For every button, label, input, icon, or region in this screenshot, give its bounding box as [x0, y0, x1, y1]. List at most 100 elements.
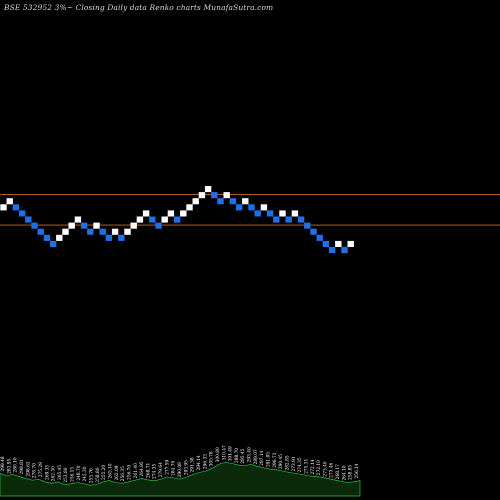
volume-label: 269.35 — [45, 465, 50, 480]
renko-brick-down — [118, 234, 125, 241]
volume-label: 273.40 — [323, 461, 328, 476]
renko-brick-up — [6, 198, 13, 205]
renko-brick-down — [99, 228, 106, 235]
chart-caption: BSE 532952 3%~ Closing Daily data Renko … — [4, 3, 274, 12]
volume-label: 310.47 — [222, 445, 227, 460]
volume-label: 274.35 — [153, 464, 158, 479]
renko-brick-down — [229, 198, 237, 205]
renko-brick-down — [217, 198, 224, 205]
volume-label: 297.14 — [260, 450, 265, 465]
volume-label: 268.17 — [336, 464, 341, 479]
renko-brick-up — [279, 210, 286, 217]
renko-brick-up — [74, 216, 82, 223]
renko-brick-up — [130, 222, 137, 229]
renko-brick-down — [285, 216, 292, 223]
volume-label: 296.73 — [273, 452, 278, 467]
renko-brick-down — [211, 192, 218, 199]
renko-brick-down — [316, 234, 323, 241]
renko-brick-down — [43, 234, 51, 241]
renko-brick-down — [49, 240, 57, 247]
volume-label: 256.14 — [355, 463, 360, 478]
volume-label: 291.85 — [267, 452, 272, 467]
volume-label: 248.70 — [77, 465, 82, 480]
volume-label: 256.70 — [127, 465, 132, 480]
volume-area-path — [0, 461, 361, 497]
volume-label: 264.10 — [342, 465, 347, 480]
renko-brick-down — [235, 204, 243, 211]
volume-label: 272.14 — [311, 459, 316, 474]
volume-label: 279.64 — [159, 462, 164, 477]
renko-brick-up — [335, 240, 342, 247]
renko-brick-up — [204, 186, 212, 193]
volume-label: 256.35 — [121, 466, 126, 481]
renko-brick-up — [291, 210, 299, 217]
renko-brick-up — [0, 204, 7, 211]
volume-label: 256.15 — [71, 467, 76, 482]
volume-label: 290.08 — [178, 462, 183, 477]
renko-brick-down — [328, 247, 336, 254]
volume-label: 275.29 — [39, 462, 44, 477]
volume-label: 262.30 — [52, 466, 57, 481]
volume-label: 265.45 — [58, 465, 63, 480]
volume-label: 265.10 — [108, 463, 113, 478]
renko-brick-up — [198, 192, 206, 199]
volume-label: 258.80 — [96, 467, 101, 482]
volume-label: 291.38 — [191, 457, 196, 472]
renko-brick-down — [266, 210, 274, 217]
renko-bricks — [0, 186, 354, 254]
volume-label: 261.40 — [134, 463, 139, 478]
renko-brick-down — [25, 216, 32, 223]
volume-label: 301.49 — [229, 446, 234, 461]
renko-brick-down — [173, 216, 181, 223]
renko-brick-up — [62, 228, 69, 235]
volume-label: 282.85 — [285, 455, 290, 470]
renko-brick-down — [18, 210, 26, 217]
volume-label: 305.78 — [210, 451, 215, 466]
renko-brick-up — [242, 198, 249, 205]
volume-label: 264.95 — [140, 461, 145, 476]
volume-label: 294.14 — [197, 455, 202, 470]
volume-label: 275.31 — [304, 458, 309, 473]
renko-brick-down — [254, 210, 261, 217]
volume-label: 283.95 — [7, 458, 12, 473]
renko-brick-down — [273, 216, 280, 223]
renko-brick-down — [87, 228, 94, 235]
volume-label: 272.10 — [317, 460, 322, 475]
volume-label: 245.30 — [83, 466, 88, 481]
volume-label: 258.85 — [349, 465, 354, 480]
volume-label: 268.71 — [146, 463, 151, 478]
volume-label: 274.35 — [298, 457, 303, 472]
renko-brick-down — [155, 222, 162, 229]
renko-brick-down — [310, 228, 317, 235]
renko-brick-up — [93, 222, 100, 229]
volume-label: 273.91 — [292, 456, 297, 471]
renko-brick-up — [186, 204, 193, 211]
volume-label: 300.80 — [216, 447, 221, 462]
volume-label: 299.81 — [20, 459, 25, 474]
renko-brick-up — [56, 234, 63, 241]
renko-brick-up — [167, 210, 175, 217]
volume-label: 262.09 — [115, 465, 120, 480]
volume-label: 293.40 — [248, 447, 253, 462]
renko-brick-up — [124, 228, 131, 235]
renko-brick-down — [12, 204, 20, 211]
renko-brick-up — [192, 198, 199, 205]
renko-brick-down — [31, 222, 38, 229]
volume-label: 290.45 — [279, 454, 284, 469]
volume-label: 299.48 — [1, 456, 6, 471]
volume-label: 278.70 — [33, 463, 38, 478]
volume-label: 255.20 — [102, 465, 107, 480]
renko-brick-down — [248, 204, 255, 211]
volume-area — [0, 461, 361, 497]
renko-brick-up — [223, 192, 230, 199]
volume-labels: 299.48 283.95 280.10 299.81 298.61 278.70 275.… — [1, 445, 360, 483]
renko-brick-down — [105, 234, 113, 241]
renko-brick-down — [304, 222, 311, 229]
renko-brick-down — [322, 240, 330, 247]
volume-label: 289.07 — [254, 449, 259, 464]
renko-brick-up — [180, 210, 187, 217]
volume-label: 296.33 — [203, 454, 208, 469]
renko-brick-up — [161, 216, 168, 223]
volume-label: 253.80 — [64, 467, 69, 482]
